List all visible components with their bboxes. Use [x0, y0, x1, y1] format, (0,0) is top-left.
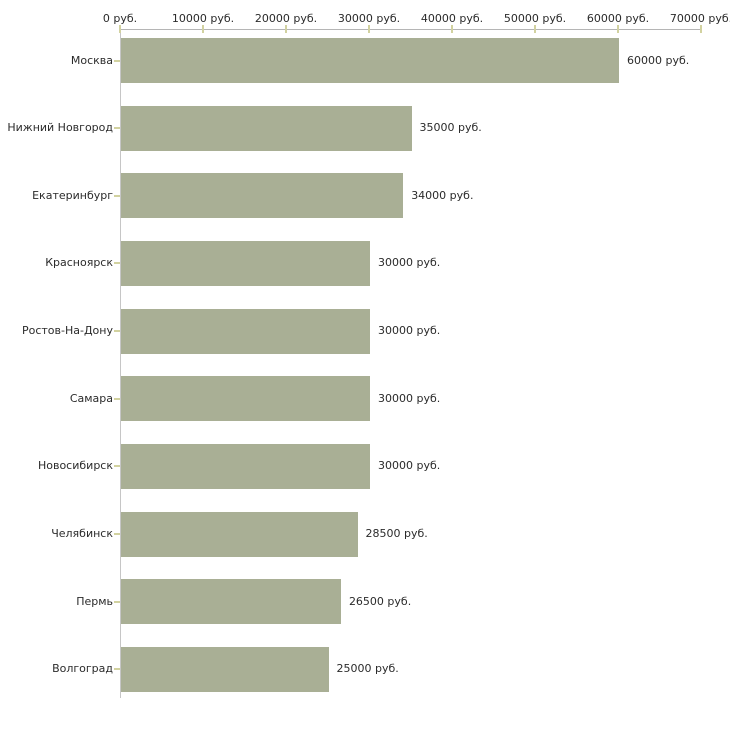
category-label: Красноярск: [45, 256, 113, 270]
category-tick: [114, 127, 120, 130]
x-axis-tick: [700, 25, 702, 33]
category-label: Волгоград: [52, 662, 113, 676]
x-axis-tick-label: 20000 руб.: [254, 12, 318, 25]
x-axis-tick: [285, 25, 287, 33]
value-label: 26500 руб.: [348, 594, 412, 608]
x-axis-tick: [534, 25, 536, 33]
bar-0: [121, 38, 619, 83]
category-label: Нижний Новгород: [7, 121, 113, 135]
category-tick: [114, 600, 120, 603]
category-tick: [114, 59, 120, 62]
bar-4: [121, 308, 370, 354]
value-label: 35000 руб.: [419, 121, 482, 135]
x-axis-tick: [368, 25, 370, 33]
bar-1: [121, 105, 412, 151]
x-axis-tick-label: 50000 руб.: [503, 12, 567, 25]
x-axis-tick-label: 30000 руб.: [337, 12, 401, 25]
y-axis-line: [120, 29, 121, 698]
x-axis-tick-label: 40000 руб.: [420, 12, 484, 25]
category-tick: [114, 533, 120, 536]
value-label: 30000 руб.: [378, 324, 441, 338]
x-axis-line: [120, 29, 702, 30]
bar-3: [121, 240, 370, 286]
x-axis-tick-label: 60000 руб.: [586, 12, 650, 25]
x-axis-tick: [202, 25, 204, 33]
value-label: 30000 руб.: [378, 391, 441, 405]
category-tick: [114, 397, 120, 400]
category-label: Москва: [70, 53, 113, 67]
bar-6: [121, 443, 370, 489]
category-label: Самара: [69, 391, 113, 405]
bar-7: [121, 511, 358, 557]
category-tick: [114, 194, 120, 197]
x-axis-tick: [451, 25, 453, 33]
category-label: Новосибирск: [37, 459, 113, 473]
category-label: Екатеринбург: [32, 188, 113, 202]
x-axis-tick-label: 0 руб.: [102, 12, 138, 25]
category-tick: [114, 668, 120, 671]
category-label: Пермь: [76, 594, 113, 608]
value-label: 60000 руб.: [627, 53, 690, 67]
bar-5: [121, 376, 370, 422]
category-tick: [114, 262, 120, 265]
x-axis-tick: [617, 25, 619, 33]
value-label: 30000 руб.: [378, 459, 441, 473]
value-label: 25000 руб.: [336, 662, 399, 676]
category-label: Челябинск: [51, 527, 113, 541]
value-label: 28500 руб.: [365, 527, 428, 541]
category-tick: [114, 330, 120, 333]
bar-8: [121, 579, 341, 625]
value-label: 30000 руб.: [378, 256, 441, 270]
x-axis-tick-label: 10000 руб.: [171, 12, 235, 25]
category-tick: [114, 465, 120, 468]
bar-2: [121, 173, 404, 219]
x-axis-tick: [119, 25, 121, 33]
x-axis-tick-label: 70000 руб.: [669, 12, 730, 25]
bar-9: [121, 646, 329, 692]
value-label: 34000 руб.: [411, 188, 474, 202]
category-label: Ростов-На-Дону: [21, 324, 113, 338]
